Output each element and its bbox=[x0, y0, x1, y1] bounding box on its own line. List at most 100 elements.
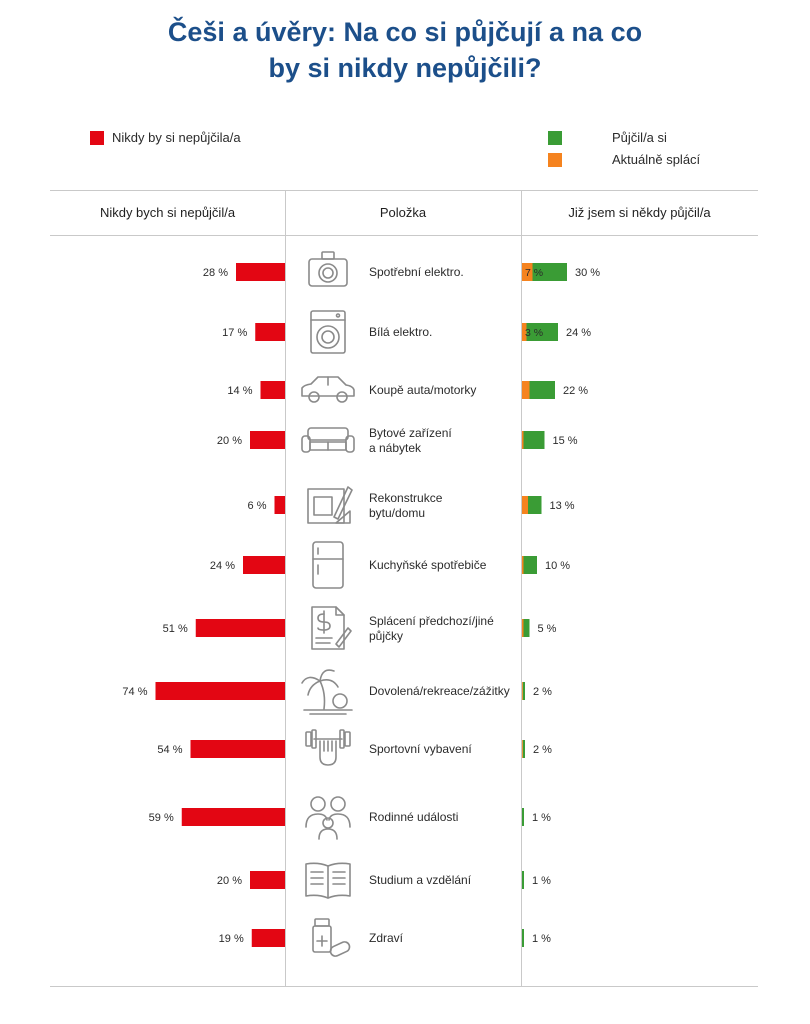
borrowed-bar-4 bbox=[528, 496, 542, 514]
column-header-item: Položka bbox=[379, 205, 427, 220]
dumbbell-plate-right-outer bbox=[344, 731, 351, 747]
borrowed-label-5: 10 % bbox=[545, 560, 570, 572]
title-line-2: by si nikdy nepůjčili? bbox=[268, 53, 542, 83]
blueprint-room bbox=[313, 496, 333, 516]
blueprint-triangle bbox=[335, 510, 351, 524]
book-icon bbox=[305, 862, 351, 899]
family-head-right bbox=[330, 796, 346, 812]
never-label-2: 14 % bbox=[227, 385, 252, 397]
category-label-2-0: Koupě auta/motorky bbox=[369, 383, 476, 397]
washer-drum bbox=[321, 330, 335, 344]
borrowed-bar-5 bbox=[523, 556, 537, 574]
legend-swatch-repaying bbox=[548, 153, 562, 167]
never-bar-0 bbox=[236, 263, 285, 281]
repaying-bar-2 bbox=[522, 381, 530, 399]
fridge-icon bbox=[312, 541, 344, 589]
camera-icon bbox=[308, 251, 348, 287]
sofa-back bbox=[307, 427, 349, 441]
borrowed-label-11: 1 % bbox=[532, 933, 551, 945]
washer-door bbox=[316, 325, 340, 349]
palm-beach-icon bbox=[301, 669, 353, 715]
repaying-bar-3 bbox=[522, 431, 524, 449]
washer-knob bbox=[335, 313, 341, 318]
footer-divider bbox=[50, 986, 758, 987]
invoice-corner bbox=[335, 606, 345, 616]
never-bar-1 bbox=[255, 323, 285, 341]
washing-machine-icon bbox=[310, 310, 346, 354]
legend-swatch-borrowed bbox=[548, 131, 562, 145]
borrowed-bar-0 bbox=[532, 263, 567, 281]
borrowed-bar-3 bbox=[523, 431, 545, 449]
never-label-11: 19 % bbox=[219, 933, 244, 945]
borrowed-bar-8 bbox=[522, 740, 525, 758]
borrowed-label-7: 2 % bbox=[533, 686, 552, 698]
invoice-icon bbox=[311, 606, 352, 650]
sofa-icon bbox=[301, 427, 355, 453]
column-header-borrowed: Již jsem si někdy půjčil/a bbox=[568, 205, 711, 220]
invoice-dollar bbox=[317, 613, 331, 631]
repaying-bar-1 bbox=[522, 323, 527, 341]
camera-lens-inner bbox=[322, 267, 334, 279]
never-bar-4 bbox=[274, 496, 285, 514]
dumbbell-plate-left-outer bbox=[305, 731, 312, 747]
medicine-cross bbox=[316, 935, 328, 947]
never-label-10: 20 % bbox=[217, 875, 242, 887]
never-label-9: 59 % bbox=[149, 812, 174, 824]
never-label-3: 20 % bbox=[217, 435, 242, 447]
invoice-pen bbox=[335, 627, 352, 648]
title-line-1: Češi a úvěry: Na co si půjčují a na co bbox=[167, 17, 643, 47]
legend-label-repaying: Aktuálně splácí bbox=[612, 152, 701, 167]
category-label-6-0: Splácení předchozí/jiné bbox=[369, 614, 494, 628]
never-bar-3 bbox=[250, 431, 285, 449]
borrowed-bar-2 bbox=[529, 381, 555, 399]
chart-title: Češi a úvěry: Na co si půjčují a na co b… bbox=[0, 14, 810, 86]
never-bar-11 bbox=[251, 929, 285, 947]
category-label-9-0: Rodinné události bbox=[369, 810, 458, 824]
never-bar-8 bbox=[190, 740, 285, 758]
never-label-8: 54 % bbox=[157, 744, 182, 756]
never-bar-9 bbox=[181, 808, 285, 826]
repaying-bar-0 bbox=[522, 263, 533, 281]
never-label-7: 74 % bbox=[122, 686, 147, 698]
family-head-child bbox=[322, 817, 334, 829]
category-label-11-0: Zdraví bbox=[369, 931, 404, 945]
camera-flash bbox=[321, 251, 335, 260]
blueprint-pencil bbox=[333, 486, 353, 520]
invoice-sheet bbox=[311, 606, 345, 650]
dumbbell-plate-left-inner bbox=[311, 729, 317, 749]
never-label-1: 17 % bbox=[222, 327, 247, 339]
never-label-4: 6 % bbox=[248, 500, 267, 512]
family-body-right bbox=[328, 813, 351, 828]
camera-lens bbox=[318, 263, 338, 283]
borrowed-label-3: 15 % bbox=[553, 435, 578, 447]
car-wheel-front bbox=[308, 391, 320, 403]
repaying-bar-6 bbox=[522, 619, 524, 637]
borrowed-label-6: 5 % bbox=[538, 623, 557, 635]
column-divider-right bbox=[521, 190, 522, 986]
blueprint-icon bbox=[307, 486, 353, 524]
borrowed-label-8: 2 % bbox=[533, 744, 552, 756]
header-top-divider bbox=[50, 190, 758, 191]
repaying-bar-7 bbox=[522, 682, 523, 700]
medicine-icon bbox=[312, 918, 351, 957]
never-bar-5 bbox=[243, 556, 285, 574]
category-label-6-1: půjčky bbox=[369, 629, 403, 643]
beach-sun bbox=[332, 693, 348, 709]
book-text-lines bbox=[310, 871, 346, 885]
never-label-5: 24 % bbox=[210, 560, 235, 572]
borrowed-label-10: 1 % bbox=[532, 875, 551, 887]
column-divider-left bbox=[285, 190, 286, 986]
dumbbell-hand bbox=[319, 740, 337, 766]
family-body-left bbox=[305, 813, 328, 828]
medicine-cap bbox=[314, 918, 330, 927]
borrowed-bar-9 bbox=[522, 808, 524, 826]
repaying-bar-5 bbox=[522, 556, 524, 574]
category-label-7-0: Dovolená/rekreace/zážitky bbox=[369, 684, 510, 698]
repaying-label-1: 3 % bbox=[525, 327, 543, 339]
category-label-5-0: Kuchyňské spotřebiče bbox=[369, 558, 487, 572]
borrowed-bar-6 bbox=[523, 619, 530, 637]
never-label-0: 28 % bbox=[203, 267, 228, 279]
family-icon bbox=[305, 796, 351, 840]
never-bar-7 bbox=[155, 682, 285, 700]
